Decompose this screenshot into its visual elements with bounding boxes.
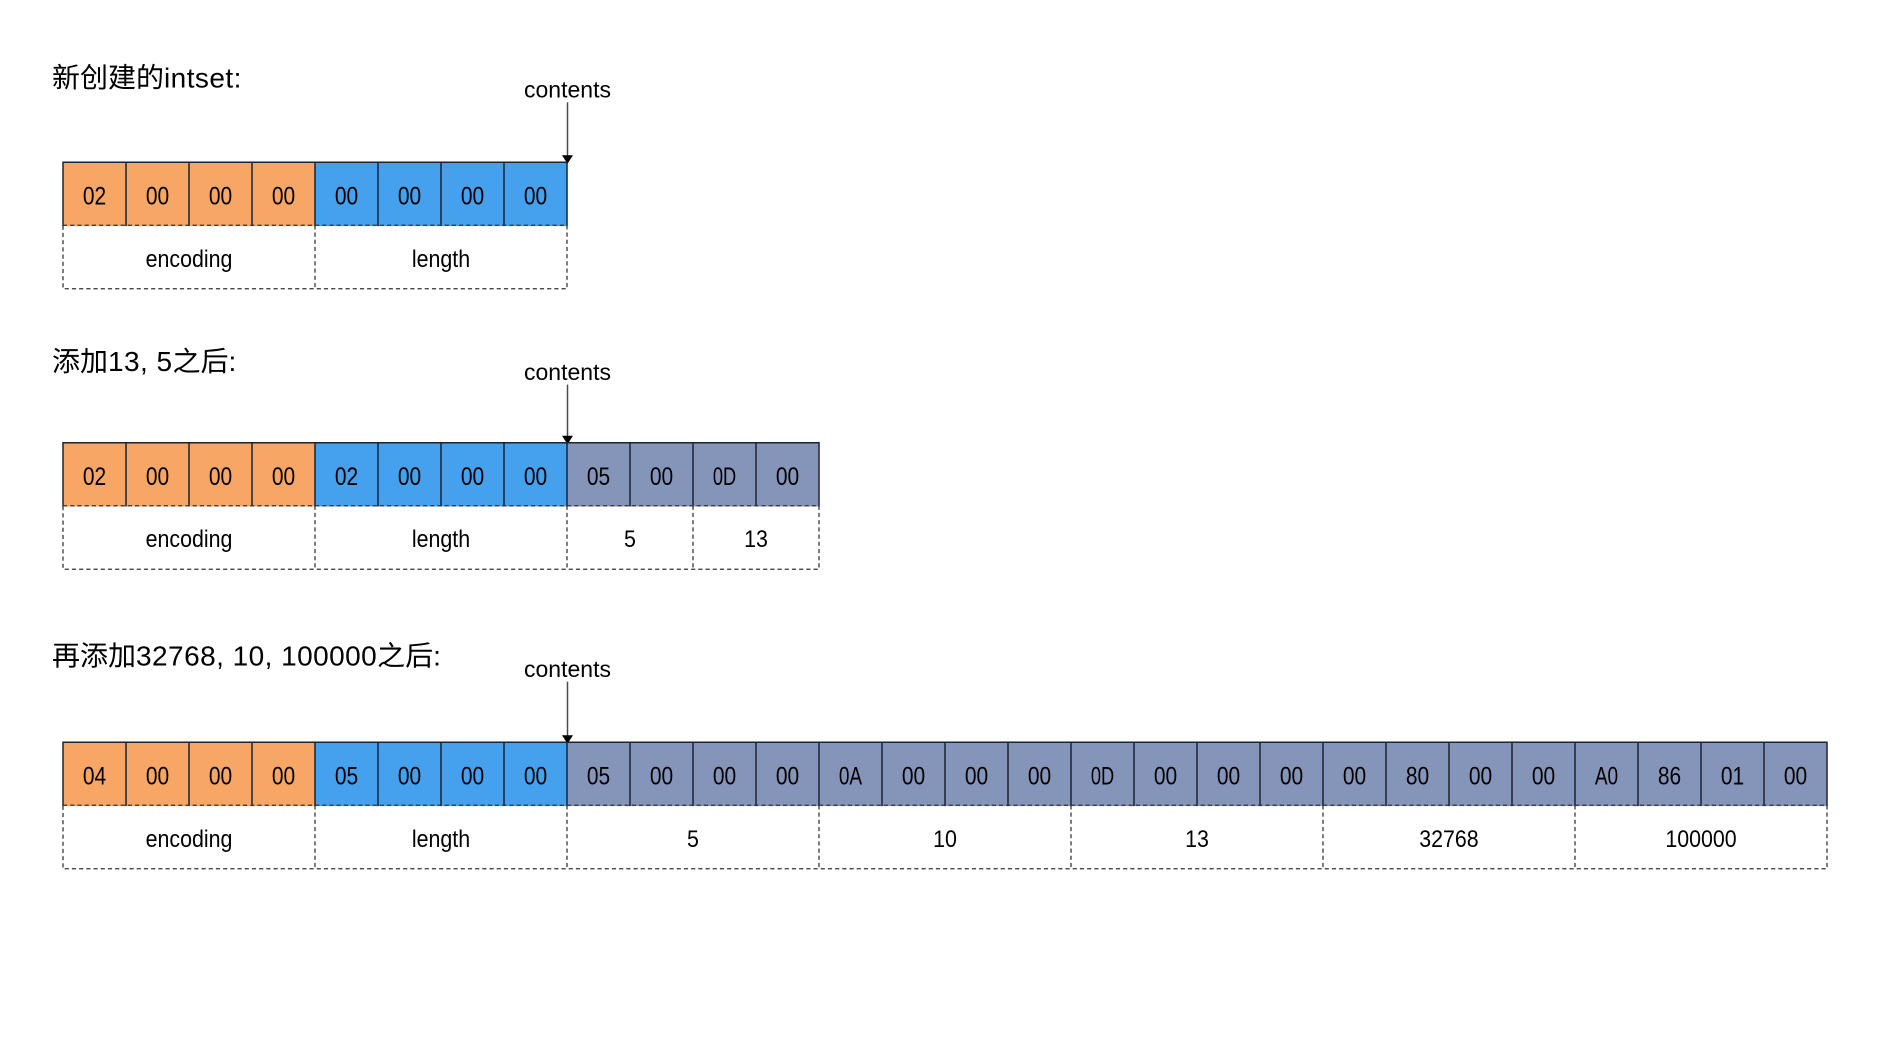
svg-text:00: 00 [398, 183, 421, 211]
svg-text:A0: A0 [1595, 763, 1618, 791]
svg-text:5: 5 [687, 826, 699, 853]
svg-text:00: 00 [776, 763, 799, 791]
svg-text:00: 00 [209, 463, 232, 491]
svg-text:contents: contents [524, 359, 611, 385]
svg-text:00: 00 [146, 763, 169, 791]
svg-text:00: 00 [209, 183, 232, 211]
svg-text:32768: 32768 [1419, 826, 1478, 853]
svg-text:100000: 100000 [1665, 826, 1736, 853]
svg-text:00: 00 [1784, 763, 1807, 791]
svg-text:contents: contents [524, 77, 611, 103]
svg-text:00: 00 [524, 183, 547, 211]
svg-text:00: 00 [335, 183, 358, 211]
svg-text:5: 5 [624, 526, 636, 553]
svg-text:contents: contents [524, 656, 611, 682]
svg-text:00: 00 [902, 763, 925, 791]
svg-text:00: 00 [1028, 763, 1051, 791]
svg-text:00: 00 [209, 763, 232, 791]
svg-text:00: 00 [524, 763, 547, 791]
svg-text:13: 13 [1185, 826, 1209, 853]
svg-text::: : [433, 641, 441, 672]
svg-text:0A: 0A [839, 763, 863, 791]
svg-text:encoding: encoding [146, 246, 233, 273]
svg-text:00: 00 [1343, 763, 1366, 791]
svg-text:intset:: intset: [164, 62, 242, 93]
svg-text:length: length [412, 246, 470, 273]
svg-text:00: 00 [1469, 763, 1492, 791]
svg-text:04: 04 [83, 763, 106, 791]
svg-text:00: 00 [398, 463, 421, 491]
svg-text:00: 00 [461, 183, 484, 211]
svg-text:encoding: encoding [146, 826, 233, 853]
svg-text::: : [229, 346, 237, 377]
svg-text:05: 05 [335, 763, 358, 791]
svg-text:13: 13 [744, 526, 768, 553]
svg-text:86: 86 [1658, 763, 1681, 791]
svg-text:00: 00 [272, 183, 295, 211]
svg-text:02: 02 [83, 463, 106, 491]
svg-text:13, 5: 13, 5 [108, 346, 173, 377]
svg-text:01: 01 [1721, 763, 1744, 791]
svg-text:80: 80 [1406, 763, 1429, 791]
svg-text:00: 00 [272, 763, 295, 791]
svg-text:00: 00 [650, 463, 673, 491]
svg-text:00: 00 [776, 463, 799, 491]
svg-text:00: 00 [398, 763, 421, 791]
svg-text:00: 00 [1532, 763, 1555, 791]
svg-text:00: 00 [650, 763, 673, 791]
svg-text:00: 00 [524, 463, 547, 491]
svg-text:00: 00 [146, 183, 169, 211]
svg-text:0D: 0D [713, 463, 736, 491]
svg-text:02: 02 [335, 463, 358, 491]
svg-text:0D: 0D [1091, 763, 1114, 791]
svg-text:32768, 10, 100000: 32768, 10, 100000 [136, 641, 377, 672]
svg-text:00: 00 [713, 763, 736, 791]
svg-text:05: 05 [587, 463, 610, 491]
svg-text:length: length [412, 826, 470, 853]
svg-text:00: 00 [1217, 763, 1240, 791]
svg-text:10: 10 [933, 826, 957, 853]
svg-text:length: length [412, 526, 470, 553]
svg-text:02: 02 [83, 183, 106, 211]
svg-text:00: 00 [461, 763, 484, 791]
svg-text:05: 05 [587, 763, 610, 791]
svg-text:00: 00 [965, 763, 988, 791]
svg-text:00: 00 [272, 463, 295, 491]
svg-text:00: 00 [461, 463, 484, 491]
svg-text:00: 00 [146, 463, 169, 491]
svg-text:00: 00 [1154, 763, 1177, 791]
svg-text:00: 00 [1280, 763, 1303, 791]
svg-text:encoding: encoding [146, 526, 233, 553]
